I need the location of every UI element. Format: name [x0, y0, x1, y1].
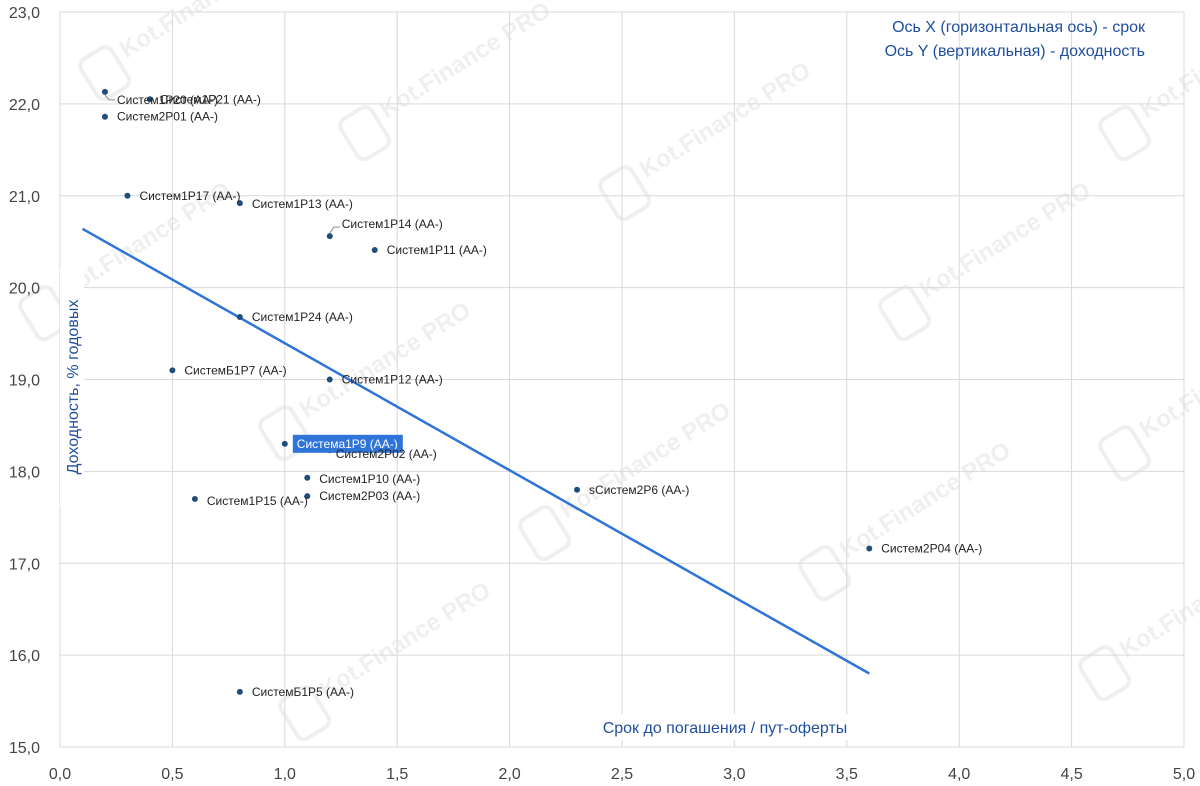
x-tick-label: 0,0: [49, 766, 71, 783]
x-tick-label: 3,5: [836, 766, 858, 783]
point-label: Систем1Р12 (АА-): [342, 373, 443, 387]
highlight-label-bg: [292, 434, 403, 453]
point-label: Систем2Р03 (АА-): [319, 489, 420, 503]
point-label: Систем1Р21 (АА-): [160, 92, 261, 106]
watermark-text: Kot.Finance PRO: [375, 0, 556, 124]
point-label: Система1Р9 (АА-): [297, 437, 398, 451]
watermark: Kot.Finance PRO: [1078, 537, 1200, 702]
watermark-text: Kot.Finance PRO: [1115, 537, 1200, 664]
axis-legend-note: Ось X (горизонтальная ось) - срок Ось Y …: [885, 16, 1145, 64]
watermark: Kot.Finance PRO: [518, 397, 736, 562]
point-label: Систем1Р14 (АА-): [342, 217, 443, 231]
watermark-cat-icon: [278, 685, 332, 742]
data-point: [101, 88, 108, 95]
trendline-layer: [81, 227, 870, 675]
watermark-cat-icon: [1078, 645, 1132, 702]
watermark: Kot.Finance PRO: [338, 0, 556, 162]
watermark: Kot.Finance PRO: [1098, 317, 1200, 482]
x-tick-label: 3,0: [723, 766, 745, 783]
data-point: [124, 192, 131, 199]
data-point: [371, 246, 378, 253]
x-tick-label: 1,5: [386, 766, 408, 783]
watermark-text: Kot.Finance PRO: [635, 57, 816, 184]
x-tick-label: 1,0: [274, 766, 296, 783]
y-tick-label: 23,0: [9, 5, 40, 22]
point-labels-layer: Систем1Р20 (АА-)Систем1Р21 (АА-) Систем2Р…: [104, 92, 982, 699]
y-axis-title: Доходность, % годовых: [65, 300, 82, 475]
x-tick-label: 5,0: [1173, 766, 1195, 783]
watermark-cat-icon: [1098, 105, 1152, 162]
watermark-cat-icon: [878, 285, 932, 342]
point-label: Систем1Р20 (АА-): [117, 93, 218, 107]
note-line-x: Ось X (горизонтальная ось) - срок: [892, 19, 1145, 36]
points-layer: [101, 88, 873, 695]
note-line-y: Ось Y (вертикальная) - доходность: [884, 43, 1145, 60]
x-tick-label: 4,0: [948, 766, 970, 783]
point-label: Систем1Р11 (АА-): [387, 243, 487, 257]
point-label: Систем1Р10 (АА-): [319, 472, 420, 486]
data-point: [326, 233, 333, 240]
point-label: Систем1Р24 (АА-): [252, 310, 353, 324]
watermark-cat-icon: [1098, 425, 1152, 482]
point-label: СистемБ1Р7 (АА-): [184, 363, 286, 377]
watermark-text: Kot.Finance PRO: [555, 397, 736, 524]
y-tick-label: 21,0: [9, 189, 40, 206]
watermark-cat-icon: [338, 105, 392, 162]
data-point: [304, 493, 311, 500]
trendline: [81, 227, 870, 675]
data-point: [866, 545, 873, 552]
point-label: Систем2Р01 (АА-): [117, 110, 218, 124]
x-tick-label: 2,0: [498, 766, 520, 783]
x-tick-label: 2,5: [611, 766, 633, 783]
y-tick-label: 15,0: [9, 740, 40, 757]
data-point: [236, 200, 243, 207]
ylabel-bg: [60, 268, 84, 506]
point-label: Систем2Р02 (АА-): [336, 447, 437, 461]
data-point: [236, 688, 243, 695]
x-axis-title: Срок до погашения / пут-оферты: [603, 720, 848, 737]
x-tick-label: 4,5: [1060, 766, 1082, 783]
y-tick-label: 16,0: [9, 648, 40, 665]
leader-line: [104, 94, 115, 101]
data-point: [281, 440, 288, 447]
y-tick-label: 22,0: [9, 97, 40, 114]
data-point: [101, 113, 108, 120]
watermark-cat-icon: [598, 165, 652, 222]
y-tick-label: 17,0: [9, 556, 40, 573]
y-tick-label: 20,0: [9, 281, 40, 298]
x-tick-label: 0,5: [161, 766, 183, 783]
grid-lines: [59, 11, 1185, 748]
y-tick-label: 19,0: [9, 373, 40, 390]
leader-line: [329, 226, 340, 234]
point-label: Систем2Р04 (АА-): [881, 542, 982, 556]
watermark-cat-icon: [518, 505, 572, 562]
point-label: СистемБ1Р5 (АА-): [252, 685, 354, 699]
watermark-text: Kot.Finance PRO: [115, 0, 296, 64]
data-point: [304, 474, 311, 481]
point-label: Систем1Р13 (АА-): [252, 197, 353, 211]
tick-labels: 0,0 0,5 1,0 1,5 2,0 2,5 3,0 3,5 4,0 4,5 5,0 15,0 16,…: [9, 5, 1195, 783]
data-point: [146, 96, 153, 103]
data-point: [169, 367, 176, 374]
watermark: Kot.Finance PRO: [78, 0, 296, 102]
data-point: [326, 376, 333, 383]
watermark: Kot.Finance PRO: [278, 577, 496, 742]
y-tick-label: 18,0: [9, 464, 40, 481]
data-point: [236, 314, 243, 321]
watermark: Kot.Finance PRO: [878, 177, 1096, 342]
point-label: Систем1Р17 (АА-): [139, 189, 240, 203]
point-label: Систем1Р15 (АА-): [207, 494, 308, 508]
data-point: [191, 495, 198, 502]
watermark: Kot.Finance PRO: [598, 57, 816, 222]
watermark-text: Kot.Finance PRO: [1135, 317, 1200, 444]
axis-titles: Доходность, % годовых Срок до погашения /…: [60, 268, 868, 740]
watermark: Kot.Finance PRO: [798, 437, 1016, 602]
xlabel-bg: [582, 714, 868, 740]
watermark-cat-icon: [78, 45, 132, 102]
point-label: sСистем2Р6 (АА-): [589, 483, 689, 497]
data-point: [574, 486, 581, 493]
